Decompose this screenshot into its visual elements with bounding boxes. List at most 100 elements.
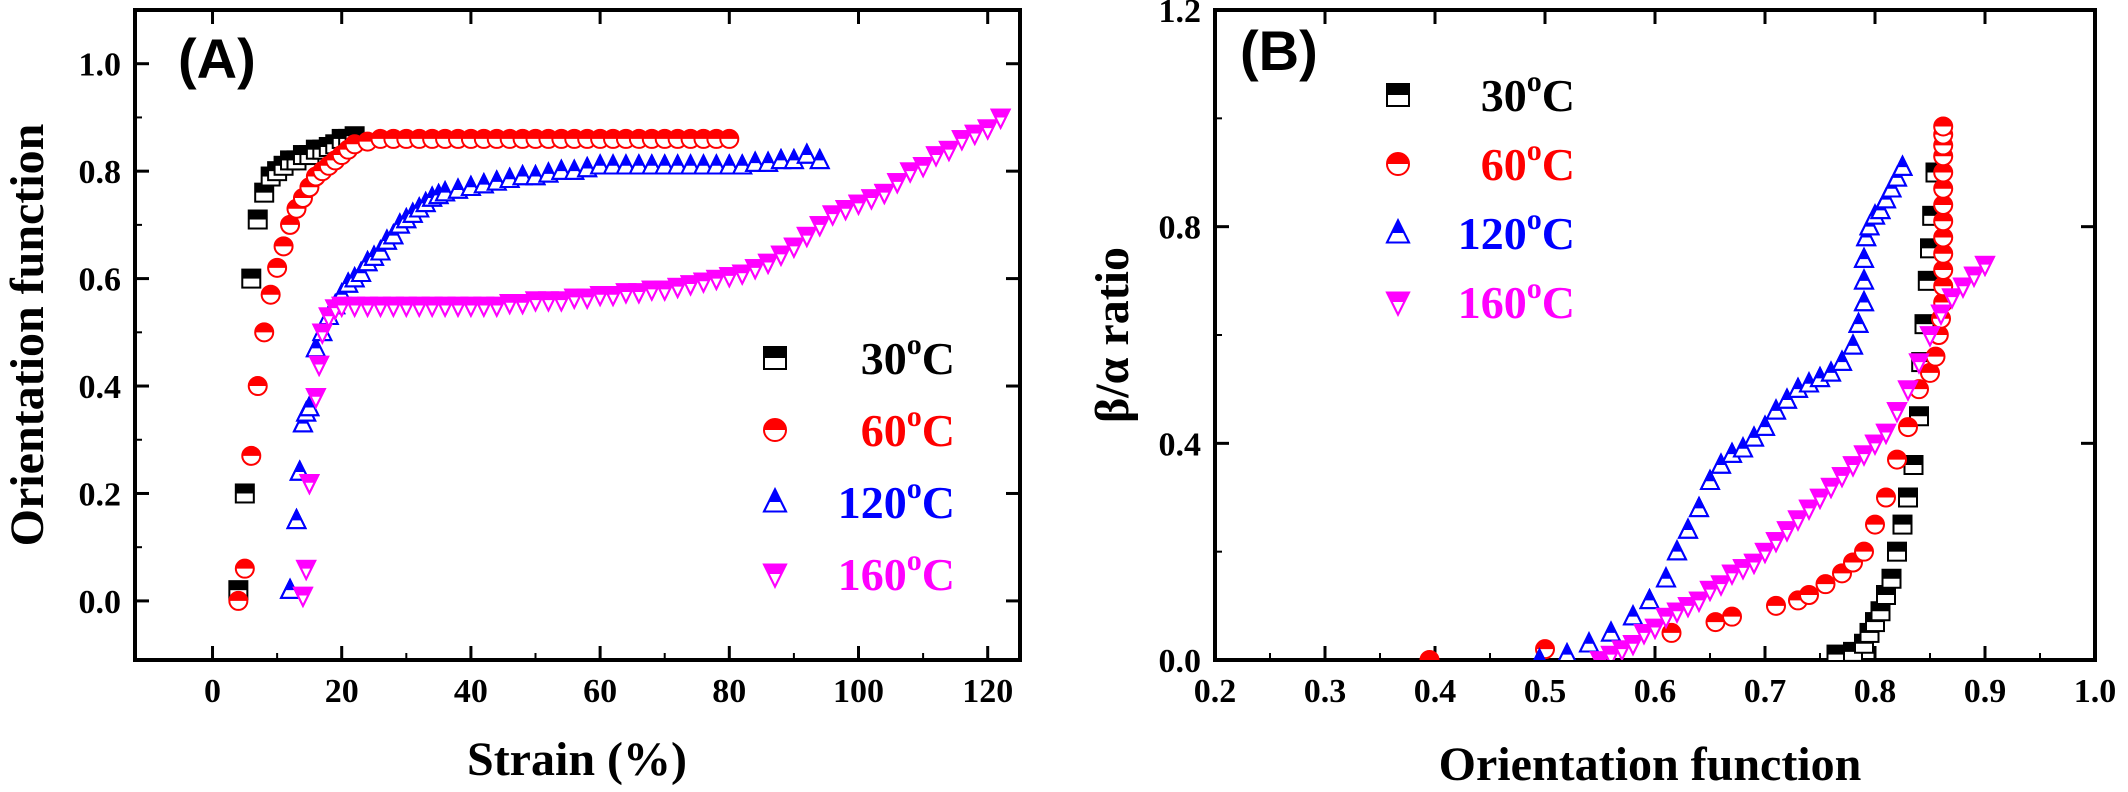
- data-point: [1933, 195, 1954, 215]
- data-point: [770, 245, 792, 268]
- data-point: [1919, 326, 1941, 348]
- data-point: [731, 264, 753, 286]
- data-point: [1655, 566, 1677, 588]
- data-point: [796, 226, 818, 249]
- data-point: [873, 183, 895, 206]
- data-point: [679, 153, 702, 175]
- data-point: [1865, 514, 1885, 535]
- y-tick-label: 0.0: [79, 584, 122, 621]
- data-point: [1710, 575, 1732, 597]
- legend-unit: C: [922, 405, 955, 456]
- data-point: [369, 296, 392, 319]
- panel-b-x-axis-label: Orientation function: [1439, 738, 1862, 791]
- data-point: [486, 296, 508, 319]
- panel-a-y-axis-label: Orientation function: [1, 124, 54, 547]
- data-point: [809, 216, 831, 238]
- data-point: [718, 153, 740, 175]
- legend-marker: [1386, 152, 1410, 176]
- data-point: [770, 147, 792, 170]
- data-point: [1533, 647, 1546, 660]
- data-point: [1933, 243, 1954, 264]
- data-point: [1600, 645, 1622, 660]
- legend-label: 60oC: [1481, 134, 1575, 190]
- x-tick-label: 0.7: [1744, 673, 1787, 710]
- data-point: [1776, 521, 1798, 543]
- legend-label: 60oC: [861, 400, 955, 456]
- data-point: [1754, 414, 1776, 436]
- data-point: [1705, 612, 1726, 633]
- data-point: [1633, 624, 1655, 646]
- data-point: [589, 285, 611, 308]
- legend-degree: o: [1527, 272, 1542, 305]
- data-point: [757, 253, 779, 276]
- y-tick-label: 0.2: [79, 476, 122, 513]
- data-point: [602, 153, 624, 175]
- data-point: [822, 205, 844, 227]
- y-tick-label: 0.4: [1159, 426, 1202, 463]
- data-point: [1677, 597, 1699, 619]
- panel-a-points: [228, 108, 1012, 611]
- x-tick-label: 100: [833, 673, 884, 710]
- data-point: [1897, 380, 1919, 402]
- data-point: [1891, 154, 1914, 176]
- data-point: [576, 288, 598, 310]
- data-point: [273, 236, 294, 257]
- data-point: [783, 237, 805, 259]
- x-tick-label: 120: [962, 673, 1013, 710]
- panel-a: 0 20 40 60 80 100 120 0.0 0.2 0.4 0.6 0.8 1.0 (A) St…: [1, 8, 1022, 786]
- data-point: [1842, 333, 1864, 355]
- legend-temp: 60: [1481, 139, 1527, 190]
- legend-degree: o: [1527, 65, 1542, 98]
- x-tick-label: 0.3: [1304, 673, 1347, 710]
- data-point: [719, 128, 740, 149]
- data-point: [1578, 631, 1600, 653]
- legend-marker: [1385, 291, 1411, 317]
- data-point: [951, 130, 973, 152]
- x-tick-label: 1.0: [2074, 673, 2117, 710]
- legend-unit: C: [922, 477, 955, 528]
- data-point: [356, 296, 379, 319]
- data-point: [247, 376, 268, 397]
- data-point: [964, 124, 986, 147]
- data-point: [1765, 532, 1787, 554]
- x-tick-label: 0.2: [1194, 673, 1237, 710]
- data-point: [1721, 564, 1743, 586]
- y-tick-label: 1.2: [1159, 0, 1202, 30]
- legend-label: 160oC: [1458, 272, 1575, 328]
- data-point: [705, 153, 728, 175]
- data-point: [247, 209, 268, 230]
- legend-degree: o: [1527, 203, 1542, 236]
- data-point: [809, 147, 831, 170]
- legend-unit: C: [1542, 139, 1575, 190]
- legend-label: 160oC: [838, 544, 955, 600]
- data-point: [1887, 449, 1907, 470]
- data-point: [292, 586, 314, 609]
- data-point: [511, 163, 534, 186]
- data-point: [990, 108, 1012, 131]
- data-point: [1799, 585, 1819, 605]
- data-point: [241, 268, 262, 289]
- data-point: [1732, 436, 1754, 458]
- legend-marker: [762, 563, 788, 589]
- panel-a-label: (A): [178, 27, 256, 90]
- data-point: [654, 153, 676, 175]
- panel-b-points: [1419, 116, 1996, 660]
- legend-unit: C: [1542, 277, 1575, 328]
- data-point: [1933, 227, 1954, 248]
- panel-a-x-axis-label: Strain (%): [467, 733, 687, 786]
- y-tick-label: 0.8: [79, 154, 122, 191]
- data-point: [285, 507, 308, 530]
- legend-marker: [1385, 218, 1411, 244]
- data-point: [1820, 477, 1842, 500]
- data-point: [912, 157, 934, 179]
- y-tick-label: 0.0: [1159, 643, 1202, 680]
- legend-label: 120oC: [838, 472, 955, 528]
- data-point: [1853, 268, 1875, 290]
- legend-unit: C: [922, 333, 955, 384]
- data-point: [295, 559, 317, 582]
- data-point: [344, 296, 366, 319]
- data-point: [1831, 349, 1853, 371]
- legend-degree: o: [907, 400, 922, 433]
- data-point: [1622, 634, 1644, 657]
